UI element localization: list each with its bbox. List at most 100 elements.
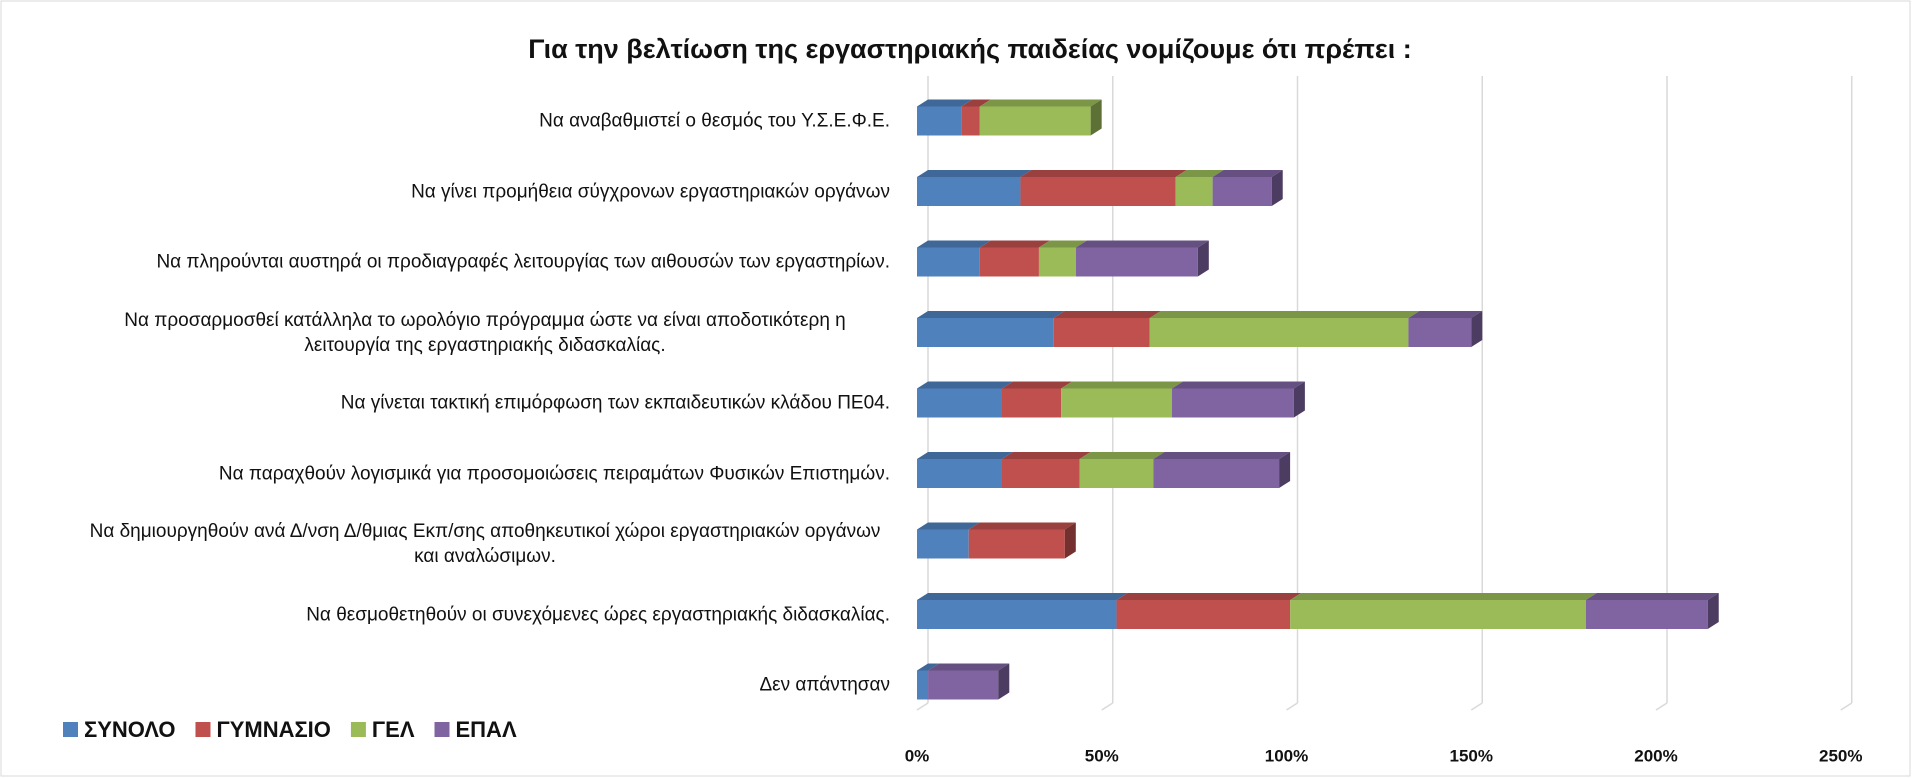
legend-swatch xyxy=(195,722,211,737)
bar-top xyxy=(979,99,1102,107)
bar xyxy=(917,106,962,136)
category-text: Να δημιουργηθούν ανά Δ/νση Δ/θμιας Εκπ/σ… xyxy=(89,521,881,567)
bar xyxy=(1038,247,1076,277)
bar xyxy=(1585,600,1708,629)
bar-top xyxy=(917,170,1032,177)
bar xyxy=(917,600,1117,629)
bar-top xyxy=(917,593,1128,600)
bar xyxy=(979,106,1091,136)
bar xyxy=(917,670,929,700)
bar-top xyxy=(917,311,1065,318)
category-label: Να προσαρμοσθεί κατάλληλα το ωρολόγιο πρ… xyxy=(80,308,890,358)
bar-side xyxy=(1090,99,1102,136)
bar-top xyxy=(961,99,991,107)
category-label: Να θεσμοθετηθούν οι συνεχόμενες ώρες εργ… xyxy=(306,602,890,627)
bar xyxy=(917,318,1054,347)
bar-top xyxy=(928,663,1010,671)
bar xyxy=(1212,177,1272,206)
bar-top xyxy=(917,99,973,107)
category-text: Να πληρούνται αυστηρά οι προδιαγραφές λε… xyxy=(156,251,890,273)
bar xyxy=(917,177,1021,206)
bar-side xyxy=(1279,452,1291,488)
category-label: Να παραχθούν λογισμικά για προσομοιώσεις… xyxy=(219,461,890,486)
bar xyxy=(1075,247,1198,277)
bar xyxy=(1061,388,1172,418)
bar xyxy=(1408,318,1472,347)
x-tick-label: 0% xyxy=(905,746,930,765)
legend-swatch xyxy=(434,722,450,737)
bar xyxy=(1175,177,1213,206)
bar xyxy=(968,529,1065,559)
category-label: Δεν απάντησαν xyxy=(759,673,890,698)
category-label: Να γίνεται τακτική επιμόρφωση των εκπαιδ… xyxy=(341,391,890,416)
chart-title: Για την βελτίωση της εργαστηριακής παιδε… xyxy=(528,34,1411,64)
bar xyxy=(1001,388,1062,418)
bar-top xyxy=(1053,311,1161,318)
bar-top xyxy=(1212,170,1283,177)
bar xyxy=(979,247,1039,277)
bar-top xyxy=(1061,381,1183,389)
bar-side xyxy=(1271,170,1283,206)
bar-top xyxy=(1001,381,1073,389)
bar xyxy=(1001,459,1080,488)
bar xyxy=(1020,177,1176,206)
category-label: Να πληρούνται αυστηρά οι προδιαγραφές λε… xyxy=(156,250,890,275)
bar-top xyxy=(1149,311,1420,318)
grid-floor xyxy=(1286,702,1298,711)
bar xyxy=(1290,600,1586,629)
bar-top xyxy=(917,522,980,530)
grid-floor xyxy=(1840,702,1853,711)
bar-side xyxy=(1471,311,1483,347)
category-text: Δεν απάντησαν xyxy=(759,674,890,696)
x-tick-label: 250% xyxy=(1819,746,1862,765)
category-label: Να γίνει προμήθεια σύγχρονων εργαστηριακ… xyxy=(411,179,890,204)
grid-floor xyxy=(916,702,929,711)
bar-top xyxy=(1020,170,1187,177)
bar xyxy=(917,529,969,559)
category-text: Να αναβαθμιστεί ο θεσμός του Υ.Σ.Ε.Φ.Ε. xyxy=(539,110,890,132)
category-text: Να προσαρμοσθεί κατάλληλα το ωρολόγιο πρ… xyxy=(124,309,846,356)
bar xyxy=(917,247,980,277)
x-tick-label: 100% xyxy=(1265,746,1308,765)
bar-top xyxy=(1116,593,1302,600)
legend-label: ΓΥΜΝΑΣΙΟ xyxy=(216,717,330,742)
bar-top xyxy=(917,452,1013,459)
legend-swatch xyxy=(63,722,78,737)
bar xyxy=(1153,459,1280,488)
bar-top xyxy=(1075,240,1209,248)
bar-top xyxy=(1175,170,1224,177)
bar-top xyxy=(979,240,1050,248)
bar xyxy=(1149,318,1409,347)
bar-top xyxy=(1585,593,1719,600)
bar xyxy=(1053,318,1150,347)
x-tick-label: 200% xyxy=(1634,746,1677,765)
x-tick-label: 50% xyxy=(1085,746,1119,765)
bar xyxy=(961,106,980,136)
bar-side xyxy=(998,663,1010,700)
bar-top xyxy=(917,663,940,671)
bar-side xyxy=(1197,240,1209,277)
bar-side xyxy=(1064,522,1076,559)
bar-side xyxy=(1707,593,1719,629)
bar xyxy=(917,388,1002,418)
bar-top xyxy=(1001,452,1091,459)
category-label: Να αναβαθμιστεί ο θεσμός του Υ.Σ.Ε.Φ.Ε. xyxy=(539,109,890,134)
legend-label: ΕΠΑΛ xyxy=(456,717,517,742)
category-text: Να γίνει προμήθεια σύγχρονων εργαστηριακ… xyxy=(411,181,890,202)
grid-floor xyxy=(1470,702,1483,711)
legend-label: ΣΥΝΟΛΟ xyxy=(84,717,175,742)
bar-top xyxy=(1171,381,1305,389)
bar-side xyxy=(1293,381,1305,418)
bar xyxy=(1116,600,1291,629)
category-label: Να δημιουργηθούν ανά Δ/νση Δ/θμιας Εκπ/σ… xyxy=(80,519,890,569)
bar-top xyxy=(968,522,1076,530)
legend-label: ΓΕΛ xyxy=(372,717,415,742)
category-text: Να θεσμοθετηθούν οι συνεχόμενες ώρες εργ… xyxy=(306,604,890,625)
bar xyxy=(928,670,999,700)
bar-top xyxy=(1038,240,1087,248)
bar-top xyxy=(1408,311,1483,318)
bar-top xyxy=(917,240,991,248)
bar xyxy=(1171,388,1294,418)
